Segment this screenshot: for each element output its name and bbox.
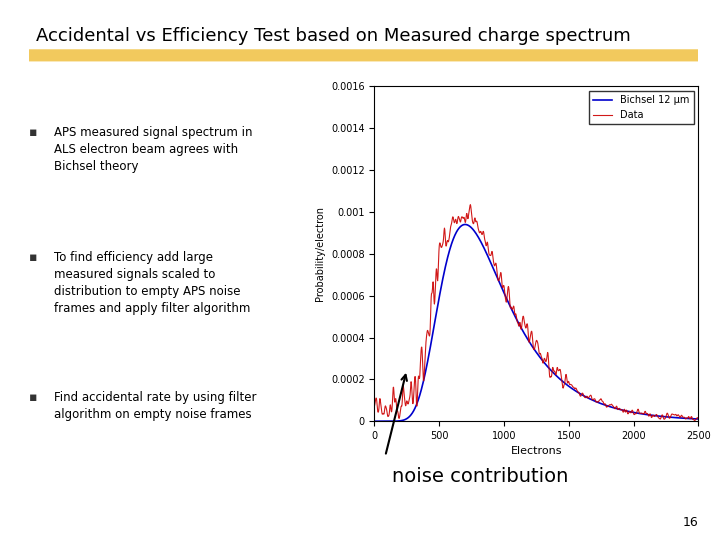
Text: To find efficiency add large
measured signals scaled to
distribution to empty AP: To find efficiency add large measured si… [54, 251, 251, 315]
Bichsel 12 μm [501, 294, 510, 300]
Data [623, 409, 631, 416]
Bichsel 12 μm [593, 399, 601, 406]
Text: ▪: ▪ [29, 251, 37, 264]
Y-axis label: Probability/electron: Probability/electron [315, 206, 325, 301]
FancyBboxPatch shape [0, 49, 720, 62]
Data [593, 399, 601, 405]
Data [501, 297, 510, 303]
Bichsel 12 μm [694, 416, 703, 422]
Text: noise contribution: noise contribution [392, 467, 569, 486]
Bichsel 12 μm [461, 221, 469, 228]
Data [629, 409, 637, 416]
Text: Accidental vs Efficiency Test based on Measured charge spectrum: Accidental vs Efficiency Test based on M… [36, 27, 631, 45]
Data [694, 415, 703, 422]
Bichsel 12 μm [370, 418, 379, 424]
Bichsel 12 μm [403, 415, 412, 421]
Legend: Bichsel 12 μm, Data: Bichsel 12 μm, Data [589, 91, 693, 124]
Text: 16: 16 [683, 516, 698, 529]
Data [690, 417, 699, 424]
Bichsel 12 μm [629, 409, 637, 416]
Data [403, 400, 412, 406]
Data [513, 319, 522, 326]
X-axis label: Electrons: Electrons [510, 447, 562, 456]
Data [370, 403, 379, 410]
Text: ▪: ▪ [29, 126, 37, 139]
Line: Data: Data [374, 205, 698, 421]
Bichsel 12 μm [513, 318, 522, 324]
Text: ▪: ▪ [29, 391, 37, 404]
Data [466, 201, 474, 208]
Bichsel 12 μm [623, 408, 631, 414]
Text: APS measured signal spectrum in
ALS electron beam agrees with
Bichsel theory: APS measured signal spectrum in ALS elec… [54, 126, 253, 173]
Line: Bichsel 12 μm: Bichsel 12 μm [374, 225, 698, 421]
Text: Find accidental rate by using filter
algorithm on empty noise frames: Find accidental rate by using filter alg… [54, 391, 256, 421]
